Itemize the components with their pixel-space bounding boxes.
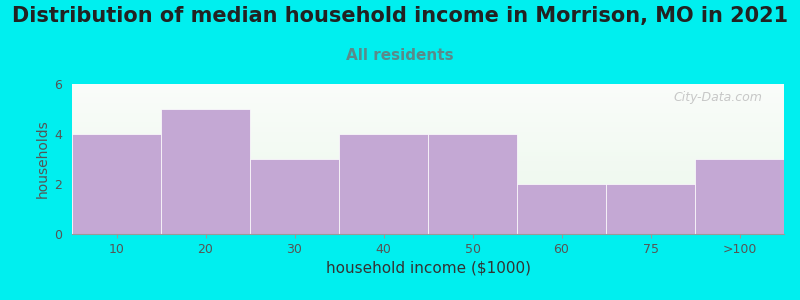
Bar — [161, 109, 250, 234]
Text: Distribution of median household income in Morrison, MO in 2021: Distribution of median household income … — [12, 6, 788, 26]
Text: City-Data.com: City-Data.com — [674, 92, 762, 104]
Y-axis label: households: households — [36, 120, 50, 198]
Bar — [695, 159, 784, 234]
Bar — [606, 184, 695, 234]
Text: All residents: All residents — [346, 48, 454, 63]
Bar — [428, 134, 517, 234]
Bar — [339, 134, 428, 234]
X-axis label: household income ($1000): household income ($1000) — [326, 260, 530, 275]
Bar — [250, 159, 339, 234]
Bar — [72, 134, 161, 234]
Bar — [517, 184, 606, 234]
